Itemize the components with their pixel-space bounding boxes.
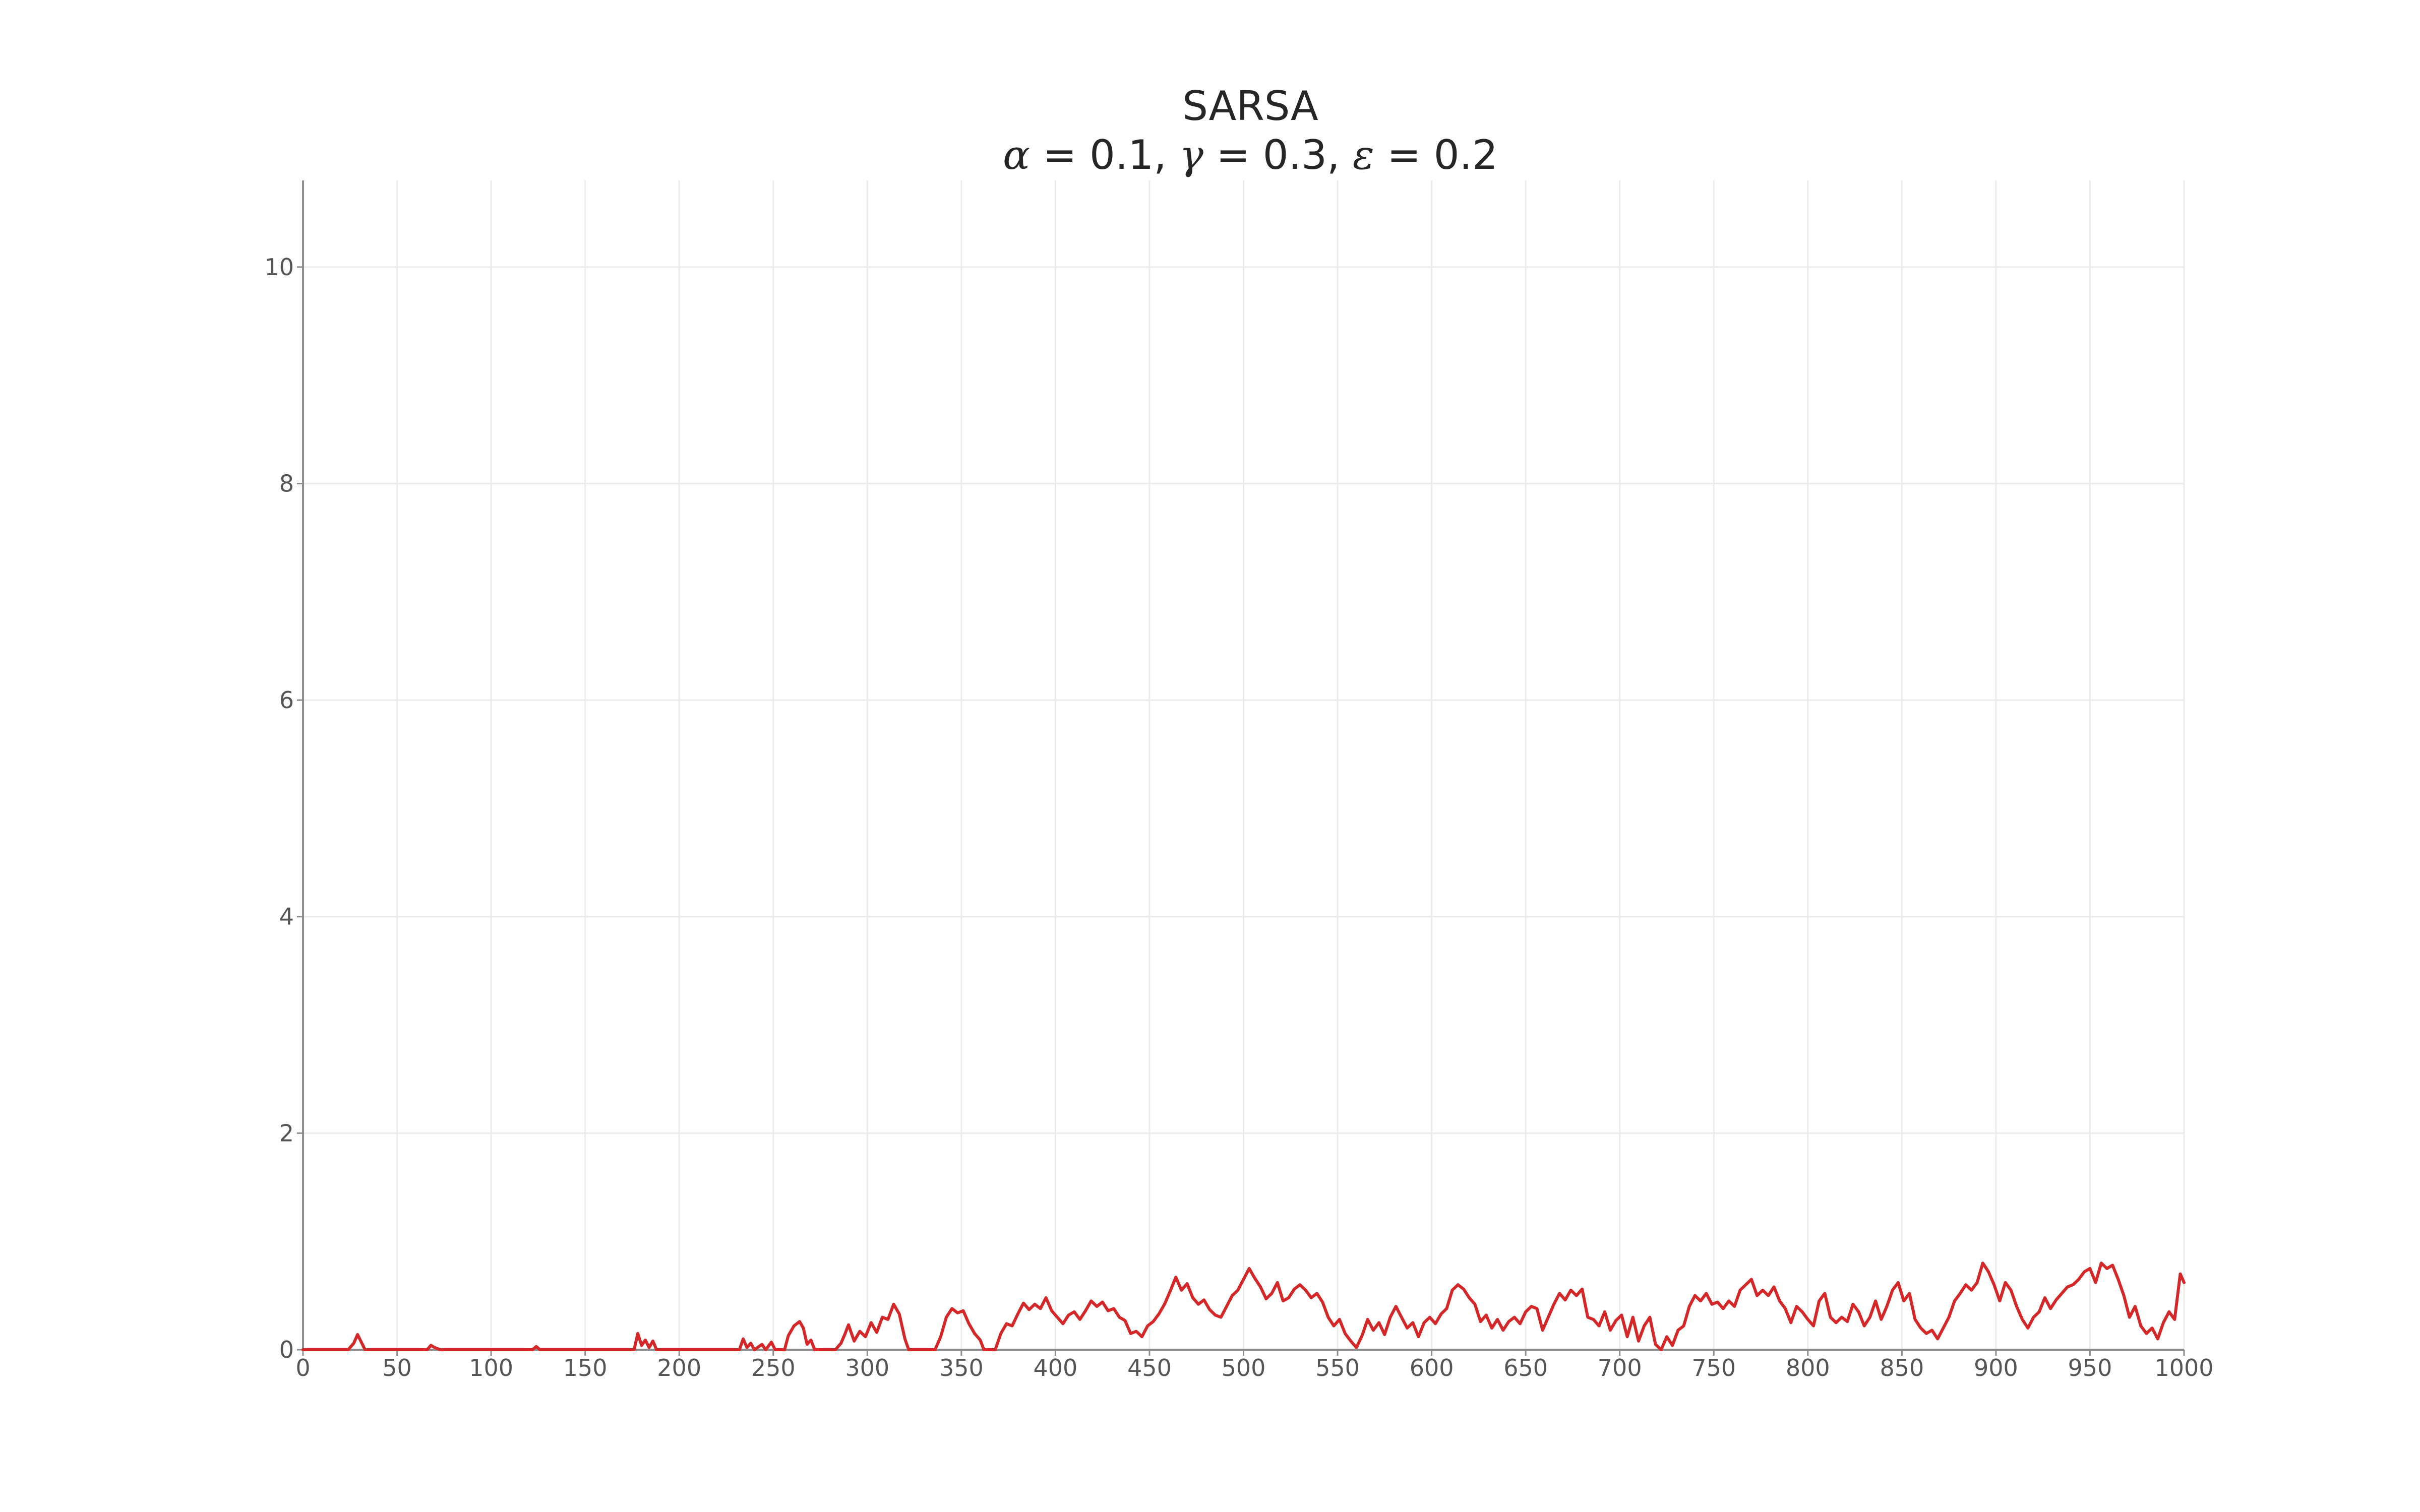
- x-tick-label: 350: [939, 1354, 984, 1381]
- x-tick-label: 400: [1033, 1354, 1077, 1381]
- x-tick-label: 300: [845, 1354, 889, 1381]
- x-tick-label: 250: [751, 1354, 796, 1381]
- y-tick-label: 8: [279, 470, 294, 497]
- x-tick-label: 700: [1598, 1354, 1642, 1381]
- tick-labels: 0 50 100 150 200 250 300 350 400 450 500 550 600 650 7…: [264, 254, 2213, 1381]
- y-tick-label: 4: [279, 903, 294, 930]
- x-tick-label: 900: [1974, 1354, 2018, 1381]
- grid-lines: [302, 180, 2185, 1351]
- y-tick-label: 10: [264, 254, 294, 281]
- x-tick-label: 150: [563, 1354, 608, 1381]
- alpha-symbol: α: [1003, 132, 1030, 178]
- epsilon-value: 0.2: [1434, 132, 1498, 178]
- x-tick-label: 750: [1691, 1354, 1736, 1381]
- x-tick-label: 800: [1786, 1354, 1830, 1381]
- y-tick-label: 6: [279, 686, 294, 714]
- x-tick-label: 850: [1880, 1354, 1924, 1381]
- x-tick-label: 650: [1503, 1354, 1548, 1381]
- x-tick-label: 1000: [2154, 1354, 2213, 1381]
- x-tick-label: 200: [657, 1354, 701, 1381]
- x-tick-label: 0: [295, 1354, 310, 1381]
- x-tick-label: 550: [1315, 1354, 1360, 1381]
- axes: [297, 180, 2185, 1356]
- x-tick-label: 450: [1127, 1354, 1172, 1381]
- gamma-value: 0.3: [1263, 132, 1327, 178]
- chart-title: SARSA: [1182, 83, 1318, 130]
- series-layer: [301, 1262, 2186, 1351]
- y-tick-label: 2: [279, 1119, 294, 1147]
- series-line: [301, 1262, 2186, 1351]
- alpha-value: 0.1: [1090, 132, 1154, 178]
- x-tick-label: 50: [382, 1354, 412, 1381]
- x-tick-label: 600: [1410, 1354, 1454, 1381]
- x-tick-label: 950: [2068, 1354, 2112, 1381]
- x-tick-label: 500: [1222, 1354, 1266, 1381]
- y-tick-label: 0: [279, 1336, 294, 1363]
- chart-subtitle: α = 0.1, γ = 0.3, ε = 0.2: [1003, 132, 1498, 178]
- epsilon-symbol: ε: [1353, 132, 1374, 178]
- x-tick-label: 100: [469, 1354, 513, 1381]
- gamma-symbol: γ: [1179, 132, 1203, 178]
